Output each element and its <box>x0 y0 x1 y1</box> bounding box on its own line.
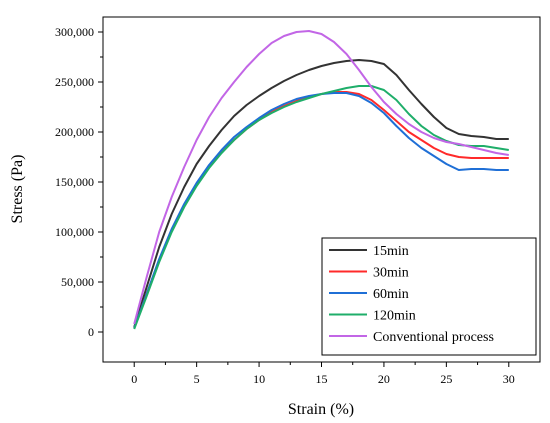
y-axis-ticks: 0 50,000 100,000 150,000 200,000 250,000 300,0… <box>55 25 103 339</box>
legend-label-5: Conventional process <box>373 330 494 345</box>
legend-label-3: 60min <box>373 287 409 302</box>
legend: 15min 30min 60min 120min Conventional proces… <box>321 237 537 356</box>
y-tick-label: 50,000 <box>61 275 94 289</box>
series-line-1 <box>133 59 509 328</box>
x-tick-label: 25 <box>440 372 452 386</box>
y-tick-label: 250,000 <box>55 75 94 89</box>
x-tick-label: 10 <box>253 372 265 386</box>
x-axis-title: Strain (%) <box>288 401 354 418</box>
y-tick-label: 300,000 <box>55 25 94 39</box>
legend-label-4: 120min <box>373 309 416 324</box>
x-tick-label: 30 <box>503 372 515 386</box>
y-tick-label: 200,000 <box>55 125 94 139</box>
y-tick-label: 150,000 <box>55 175 94 189</box>
x-tick-label: 20 <box>378 372 390 386</box>
y-tick-label: 100,000 <box>55 225 94 239</box>
y-tick-label: 0 <box>88 325 94 339</box>
x-tick-label: 5 <box>194 372 200 386</box>
series-lines <box>133 30 509 330</box>
legend-label-1: 15min <box>373 244 409 259</box>
legend-label-2: 30min <box>373 266 409 281</box>
series-line-5 <box>133 30 509 325</box>
x-axis-ticks: 0 5 10 15 20 25 30 <box>131 362 515 386</box>
y-axis-title: Stress (Pa) <box>9 155 26 224</box>
x-tick-label: 15 <box>316 372 328 386</box>
x-tick-label: 0 <box>131 372 137 386</box>
